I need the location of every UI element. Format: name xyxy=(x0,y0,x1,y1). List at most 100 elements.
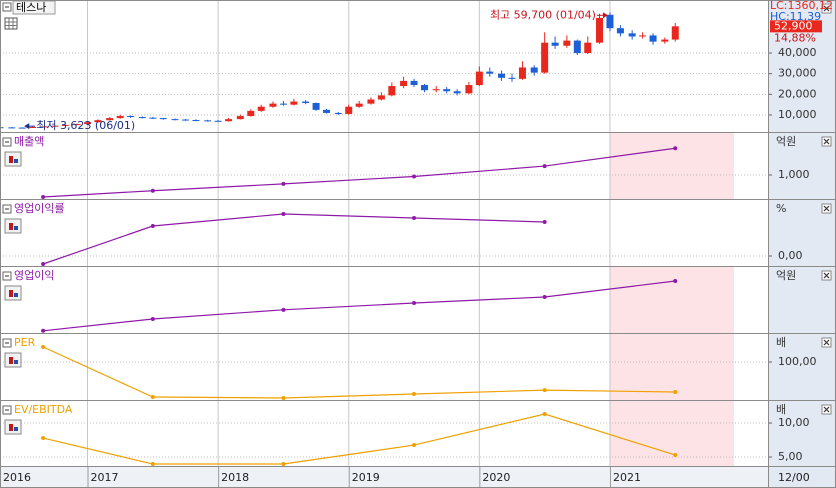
candle-body xyxy=(355,103,363,107)
candle-body xyxy=(61,124,69,126)
candle-body xyxy=(498,73,506,78)
panel-title: 영업이익 xyxy=(14,269,54,282)
candle-body xyxy=(84,122,92,125)
candle-body xyxy=(204,120,212,122)
close-icon xyxy=(823,272,830,279)
candle-body xyxy=(345,106,353,114)
candle-body xyxy=(367,99,375,104)
candle-body xyxy=(443,89,451,92)
candle-body xyxy=(269,103,277,107)
data-point xyxy=(150,188,155,193)
candle-body xyxy=(8,127,16,129)
panel-title: 매출액 xyxy=(14,135,44,148)
y-tick-label: 40,000 xyxy=(778,46,817,59)
candle-body xyxy=(420,85,428,91)
unit-label: 배 xyxy=(776,403,786,416)
annotation-arrowhead xyxy=(24,123,30,130)
panel-icon-bar xyxy=(14,226,18,230)
data-point xyxy=(412,391,417,396)
data-point xyxy=(412,216,417,220)
table-icon-grid xyxy=(5,18,17,29)
candle-body xyxy=(400,80,408,87)
candle-body xyxy=(508,77,516,79)
unit-label: % xyxy=(776,202,786,215)
candle-body xyxy=(377,95,385,100)
panel-icon-bar xyxy=(14,159,18,163)
candle-body xyxy=(628,33,636,37)
data-point xyxy=(673,390,678,395)
series-line xyxy=(42,413,676,465)
forecast-shade xyxy=(609,267,735,333)
candle-body xyxy=(334,112,342,114)
candle-body xyxy=(302,101,310,104)
data-point xyxy=(412,174,417,179)
candle-body xyxy=(475,71,483,86)
candle-body xyxy=(214,120,222,122)
panel-icon-bar xyxy=(14,427,18,431)
data-point xyxy=(412,443,417,448)
y-tick-label: 100,00 xyxy=(778,355,817,368)
chart-title: 테스나 xyxy=(16,1,46,14)
forecast-shade xyxy=(609,133,735,199)
panel-icon-bar xyxy=(9,223,13,230)
panel-title: EV/EBITDA xyxy=(14,403,73,416)
change-label: 14,88% xyxy=(774,31,816,44)
candle-body xyxy=(192,119,200,121)
y-tick-label: 10,000 xyxy=(778,108,817,121)
candle-body xyxy=(465,85,473,94)
data-point xyxy=(150,394,155,399)
data-point xyxy=(281,462,286,467)
x-axis-area xyxy=(0,467,768,488)
panel-icon-bar xyxy=(9,357,13,364)
y-tick-label: 1,000 xyxy=(778,168,810,181)
data-point xyxy=(41,262,46,266)
data-point xyxy=(542,388,547,393)
candle-body xyxy=(639,35,647,37)
close-icon xyxy=(823,5,830,12)
candle-body xyxy=(323,109,331,113)
candle-body xyxy=(432,89,440,91)
data-point xyxy=(281,307,286,312)
candle-body xyxy=(106,118,114,121)
candle-body xyxy=(257,106,265,111)
candle-body xyxy=(563,40,571,46)
panel-icon-bar xyxy=(9,156,13,163)
data-point xyxy=(673,453,678,458)
unit-label: 배 xyxy=(776,336,786,349)
x-tick-label: 2020 xyxy=(482,471,510,484)
unit-label: 억원 xyxy=(776,135,796,148)
series-line xyxy=(42,346,676,399)
candle-body xyxy=(671,26,679,40)
y-tick-label: 5,00 xyxy=(778,450,803,463)
panel-icon-bar xyxy=(14,360,18,364)
candle-body xyxy=(606,14,614,29)
candle-body xyxy=(116,116,124,119)
data-point xyxy=(41,344,46,349)
data-point xyxy=(150,224,155,228)
x-tick-label: 2016 xyxy=(3,471,31,484)
data-point xyxy=(542,295,547,300)
low-annotation: 최저 3,623 (06/01) xyxy=(36,119,135,132)
candle-body xyxy=(661,39,669,42)
data-point xyxy=(542,164,547,169)
candle-body xyxy=(73,124,81,126)
candle-body xyxy=(410,80,418,86)
candle-body xyxy=(127,116,135,118)
candle-body xyxy=(541,42,549,73)
data-point xyxy=(41,194,46,199)
close-icon xyxy=(823,339,830,346)
x-tick-label: 2018 xyxy=(221,471,249,484)
candle-body xyxy=(312,103,320,110)
data-point xyxy=(41,328,46,333)
candle-body xyxy=(138,117,146,119)
candle-body xyxy=(51,125,59,127)
candle-body xyxy=(388,86,396,96)
close-icon xyxy=(823,205,830,212)
close-icon xyxy=(823,406,830,413)
candle-body xyxy=(518,67,526,79)
candle-body xyxy=(596,17,604,43)
close-icon xyxy=(823,138,830,145)
candle-body xyxy=(530,67,538,73)
plot-area xyxy=(0,200,768,266)
